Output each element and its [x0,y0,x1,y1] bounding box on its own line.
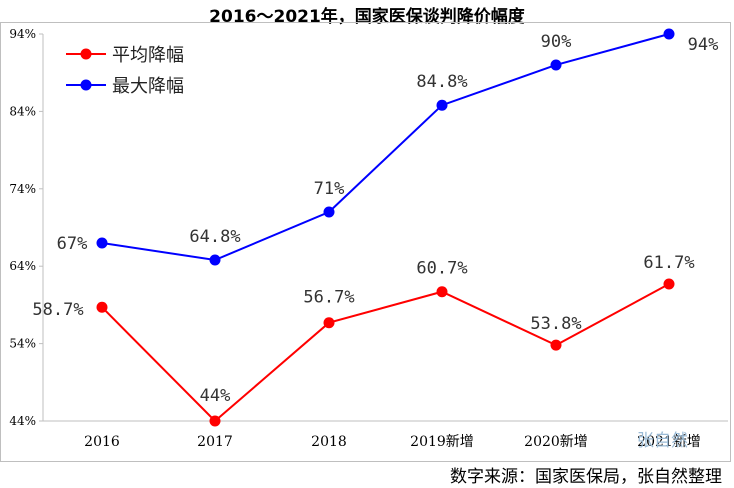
x-tick-label: 2021新增 [637,434,701,450]
y-tick-label: 54% [9,337,36,351]
data-label: 53.8% [530,314,581,334]
x-tick-label: 2019新增 [410,434,474,450]
legend-label: 最大降幅 [112,76,184,97]
data-label: 56.7% [303,288,354,308]
data-label: 44% [200,386,231,406]
data-label: 61.7% [643,253,694,273]
y-tick-label: 64% [9,259,36,273]
data-point [436,286,448,298]
data-point [209,415,221,427]
y-tick-label: 94% [9,27,36,41]
series-line-1 [101,283,670,423]
plot-frame [0,22,731,462]
data-point [663,28,675,40]
data-label: 71% [314,179,345,199]
data-label: 64.8% [189,227,240,247]
data-point [663,278,675,290]
source-note: 数字来源：国家医保局，张自然整理 [450,467,722,487]
data-point [209,254,221,266]
data-point [96,237,108,249]
data-label: 90% [541,32,572,52]
data-point [550,59,562,71]
y-tick-label: 74% [9,182,36,196]
legend-label: 平均降幅 [112,45,184,66]
x-tick-label: 2016 [84,434,120,450]
data-point [96,301,108,313]
legend-marker [80,48,92,60]
x-tick-label: 2020新增 [524,434,588,450]
y-tick-label: 44% [9,414,36,428]
data-label: 94% [688,35,719,55]
data-label: 58.7% [32,300,83,320]
data-label: 67% [57,234,88,254]
data-point [550,339,562,351]
y-tick-label: 84% [9,104,36,118]
data-point [323,317,335,329]
x-tick-label: 2017 [197,434,233,450]
watermark: 张自然 [637,431,688,451]
x-tick-label: 2018 [311,434,347,450]
data-point [323,206,335,218]
series-line-2 [101,33,670,262]
legend-marker [80,79,92,91]
data-point [436,99,448,111]
data-label: 60.7% [416,259,467,279]
data-label: 84.8% [416,72,467,92]
